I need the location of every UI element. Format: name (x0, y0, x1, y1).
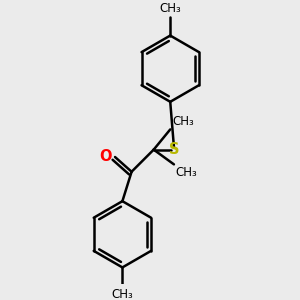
Text: CH₃: CH₃ (172, 115, 194, 128)
Text: O: O (99, 148, 111, 164)
Text: CH₃: CH₃ (159, 2, 181, 15)
Text: CH₃: CH₃ (112, 288, 133, 300)
Text: CH₃: CH₃ (176, 166, 197, 179)
Text: S: S (169, 142, 179, 157)
